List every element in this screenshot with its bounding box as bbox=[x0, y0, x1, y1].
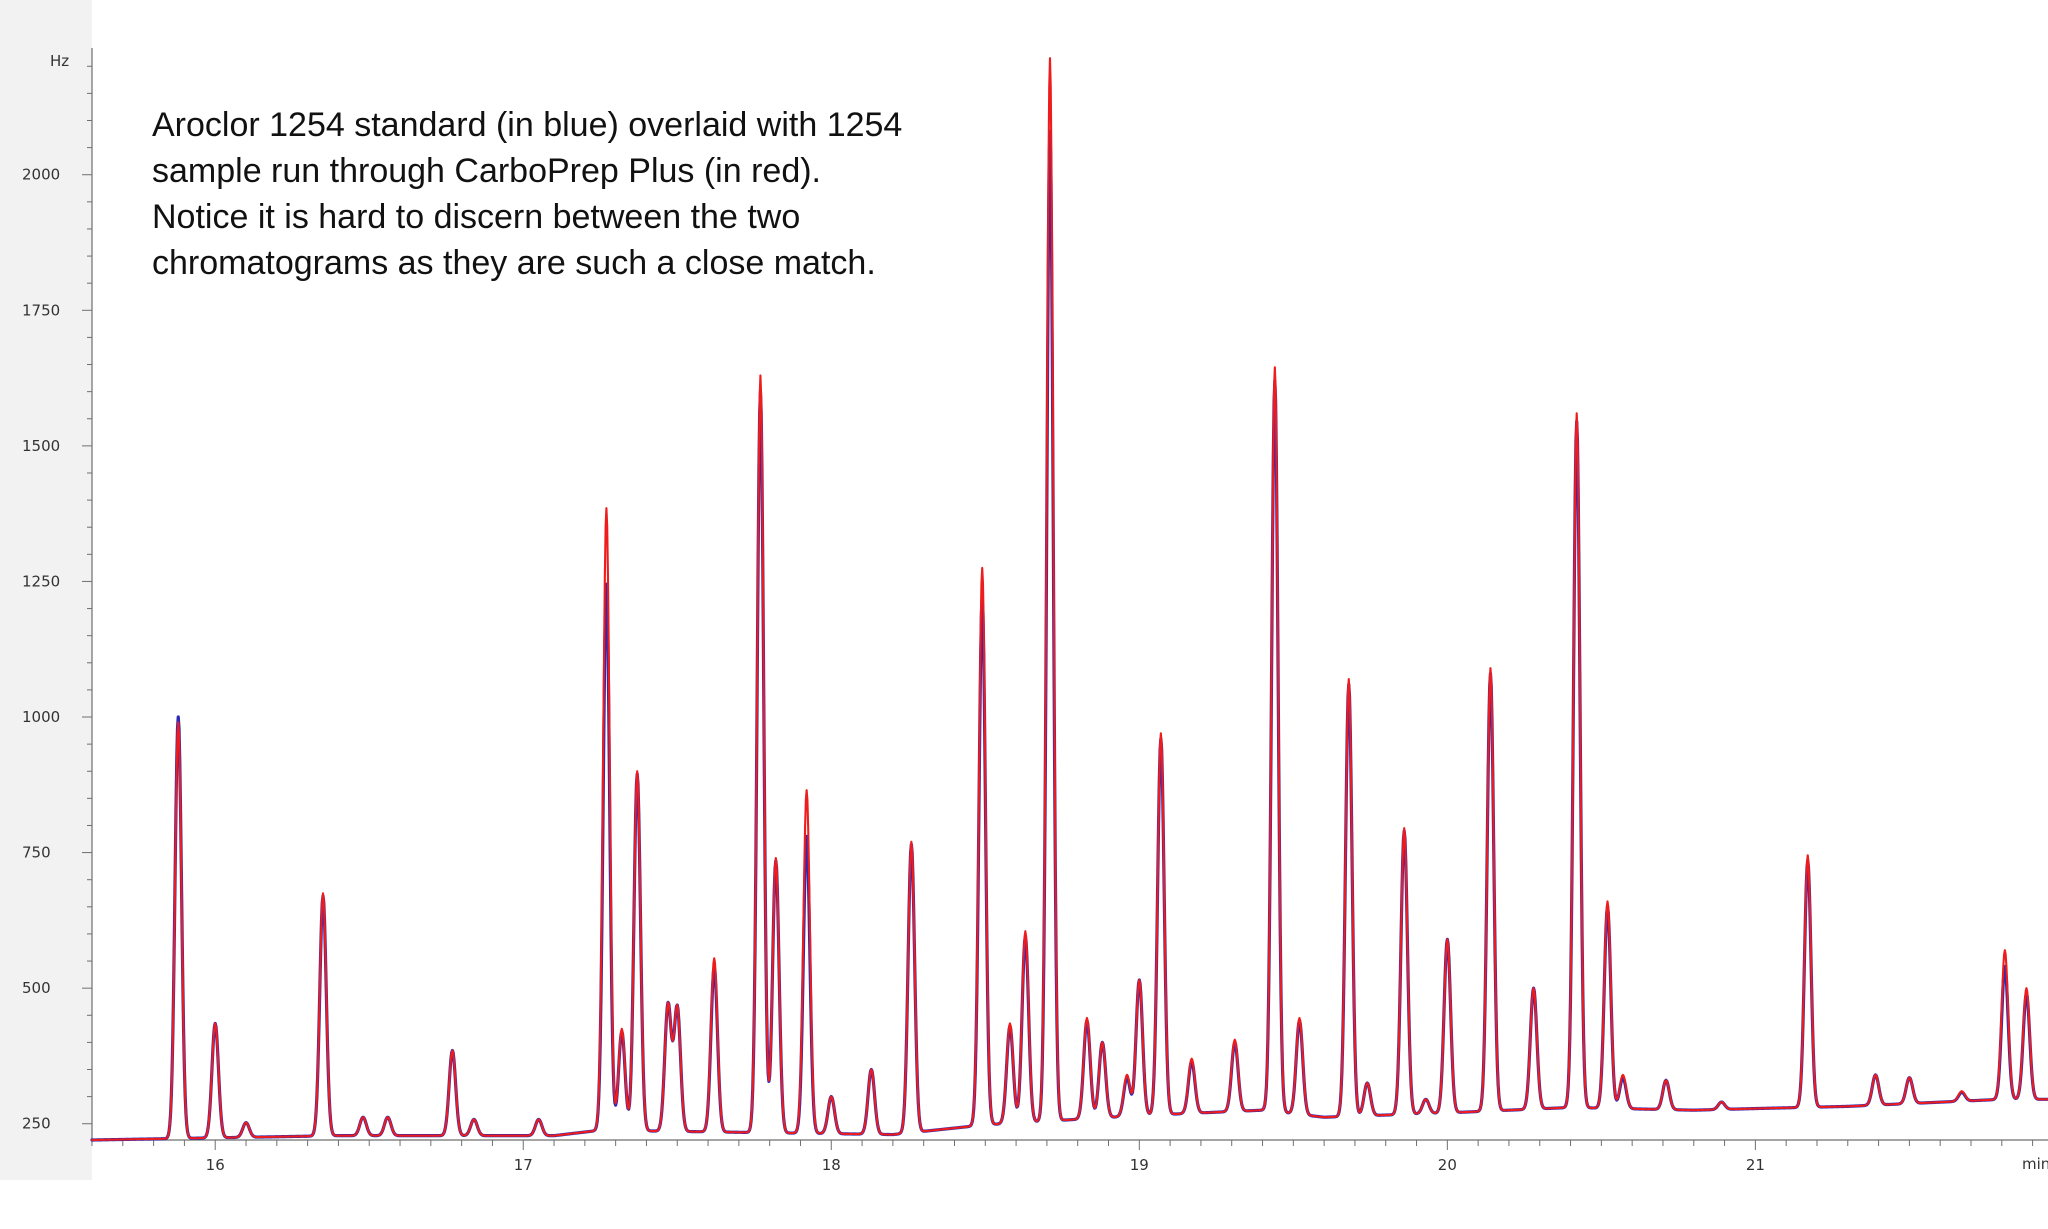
x-tick-label: 17 bbox=[514, 1156, 533, 1174]
x-tick-label: 20 bbox=[1438, 1156, 1457, 1174]
y-tick-label: 1000 bbox=[22, 708, 60, 726]
x-tick-label: 19 bbox=[1130, 1156, 1149, 1174]
x-axis-unit-label: min bbox=[2022, 1155, 2048, 1173]
x-tick-label: 18 bbox=[822, 1156, 841, 1174]
y-axis: 250 500 750 1000 1250 1500 1750 2000 bbox=[22, 48, 93, 1140]
x-axis: 16 17 18 19 20 21 bbox=[91, 1139, 2048, 1174]
y-tick-label: 1750 bbox=[22, 301, 60, 319]
y-tick-label: 1250 bbox=[22, 572, 60, 590]
y-tick-label: 250 bbox=[22, 1115, 51, 1133]
x-tick-label: 16 bbox=[206, 1156, 225, 1174]
x-tick-label: 21 bbox=[1746, 1156, 1765, 1174]
red-series-line bbox=[90, 57, 2048, 1142]
y-tick-label: 500 bbox=[22, 979, 51, 997]
y-tick-label: 750 bbox=[22, 844, 51, 862]
series-group bbox=[90, 57, 2048, 1142]
y-axis-unit-label: Hz bbox=[50, 52, 69, 70]
annotation-text: Aroclor 1254 standard (in blue) overlaid… bbox=[152, 106, 903, 282]
y-tick-label: 2000 bbox=[22, 166, 60, 184]
y-axis-panel bbox=[0, 0, 92, 1180]
y-tick-label: 1500 bbox=[22, 437, 60, 455]
